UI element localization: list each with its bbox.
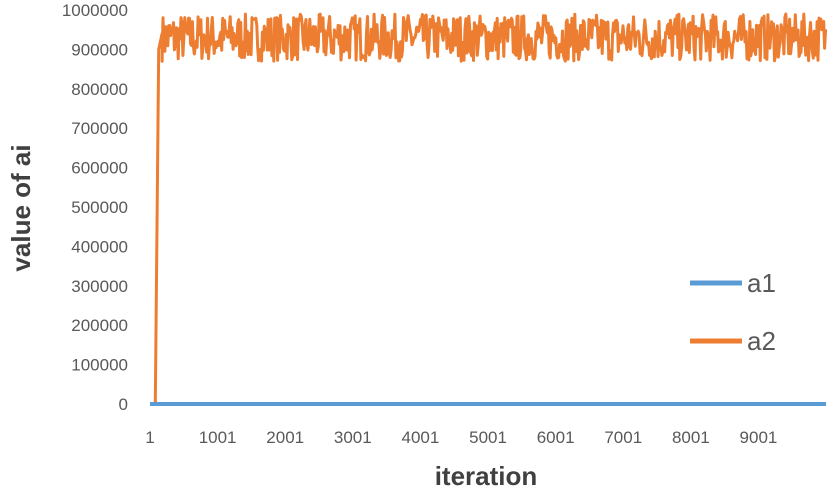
y-tick-label: 200000 [71, 316, 128, 335]
y-axis-ticks: 0 100000 200000 300000 400000 500000 600000 700… [62, 1, 128, 414]
y-tick-label: 600000 [71, 159, 128, 178]
y-tick-label: 300000 [71, 277, 128, 296]
y-tick-label: 700000 [71, 119, 128, 138]
y-tick-label: 100000 [71, 356, 128, 375]
x-tick-label: 1 [145, 428, 154, 447]
legend-label-a1: a1 [747, 268, 776, 298]
x-axis-ticks: 1 1001 2001 3001 4001 5001 6001 7001 8001 9001 [145, 428, 777, 447]
x-tick-label: 9001 [740, 428, 778, 447]
y-tick-label: 800000 [71, 80, 128, 99]
plot-area [150, 12, 828, 406]
y-axis-title: value of ai [6, 144, 36, 271]
y-tick-label: 500000 [71, 198, 128, 217]
x-tick-label: 2001 [266, 428, 304, 447]
y-tick-label: 900000 [71, 40, 128, 59]
series-line-a2 [150, 12, 828, 406]
x-tick-label: 8001 [672, 428, 710, 447]
x-tick-label: 5001 [469, 428, 507, 447]
y-tick-label: 0 [119, 395, 128, 414]
x-axis-title: iteration [435, 461, 538, 491]
x-tick-label: 4001 [402, 428, 440, 447]
y-tick-label: 1000000 [62, 1, 128, 20]
x-tick-label: 1001 [199, 428, 237, 447]
x-tick-label: 3001 [334, 428, 372, 447]
x-tick-label: 6001 [537, 428, 575, 447]
x-tick-label: 7001 [604, 428, 642, 447]
legend-label-a2: a2 [747, 326, 776, 356]
legend: a1 a2 [690, 268, 776, 356]
y-tick-label: 400000 [71, 237, 128, 256]
